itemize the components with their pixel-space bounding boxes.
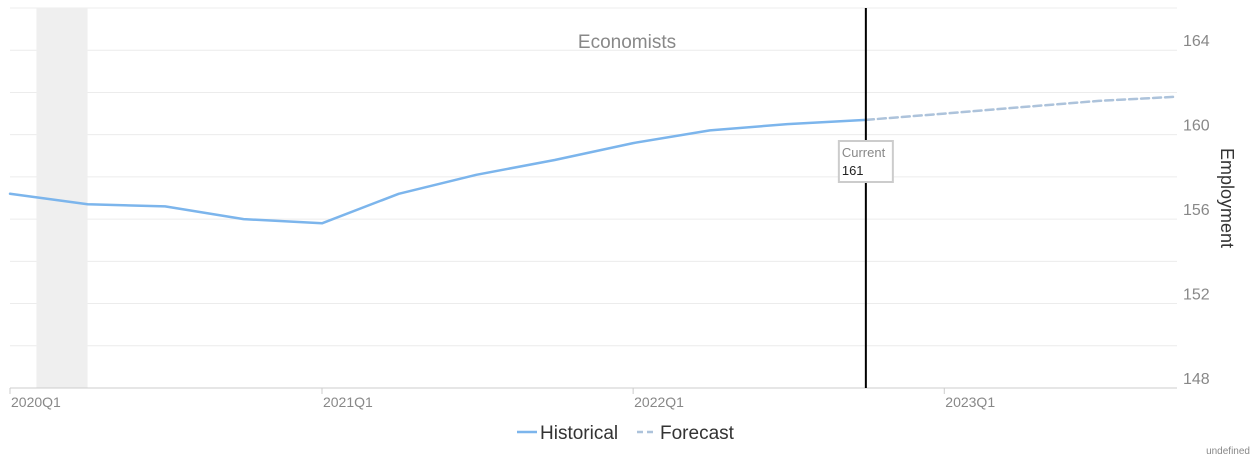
legend-label-forecast: Forecast [660, 423, 735, 444]
x-tick-label: 2020Q1 [11, 394, 61, 410]
y-axis-label: Employment [1217, 148, 1237, 248]
chart-title: Economists [578, 32, 676, 53]
footer-credit: undefined [1206, 446, 1250, 457]
current-tooltip-box [837, 140, 894, 183]
current-tooltip-value: 161 [842, 163, 864, 178]
series-line-forecast [864, 95, 1179, 122]
current-tooltip: Current 161 [837, 140, 894, 183]
x-tick-label: 2023Q1 [945, 394, 995, 410]
y-tick-label: 152 [1183, 287, 1210, 304]
series-lines [8, 95, 1179, 225]
legend: Historical Forecast [517, 423, 735, 444]
current-tooltip-label: Current [842, 145, 886, 160]
legend-label-historical: Historical [540, 423, 618, 444]
y-axis-ticks: 148 152 156 160 164 [1183, 33, 1210, 388]
y-tick-label: 148 [1183, 371, 1210, 388]
y-tick-label: 164 [1183, 33, 1210, 50]
x-axis-ticks: 2020Q1 2021Q1 2022Q1 2023Q1 [9, 388, 995, 410]
y-tick-label: 160 [1183, 118, 1210, 135]
series-line-historical [8, 118, 868, 225]
x-tick-label: 2022Q1 [634, 394, 684, 410]
gridlines [10, 7, 1177, 389]
x-tick-label: 2021Q1 [323, 394, 373, 410]
y-tick-label: 156 [1183, 202, 1210, 219]
